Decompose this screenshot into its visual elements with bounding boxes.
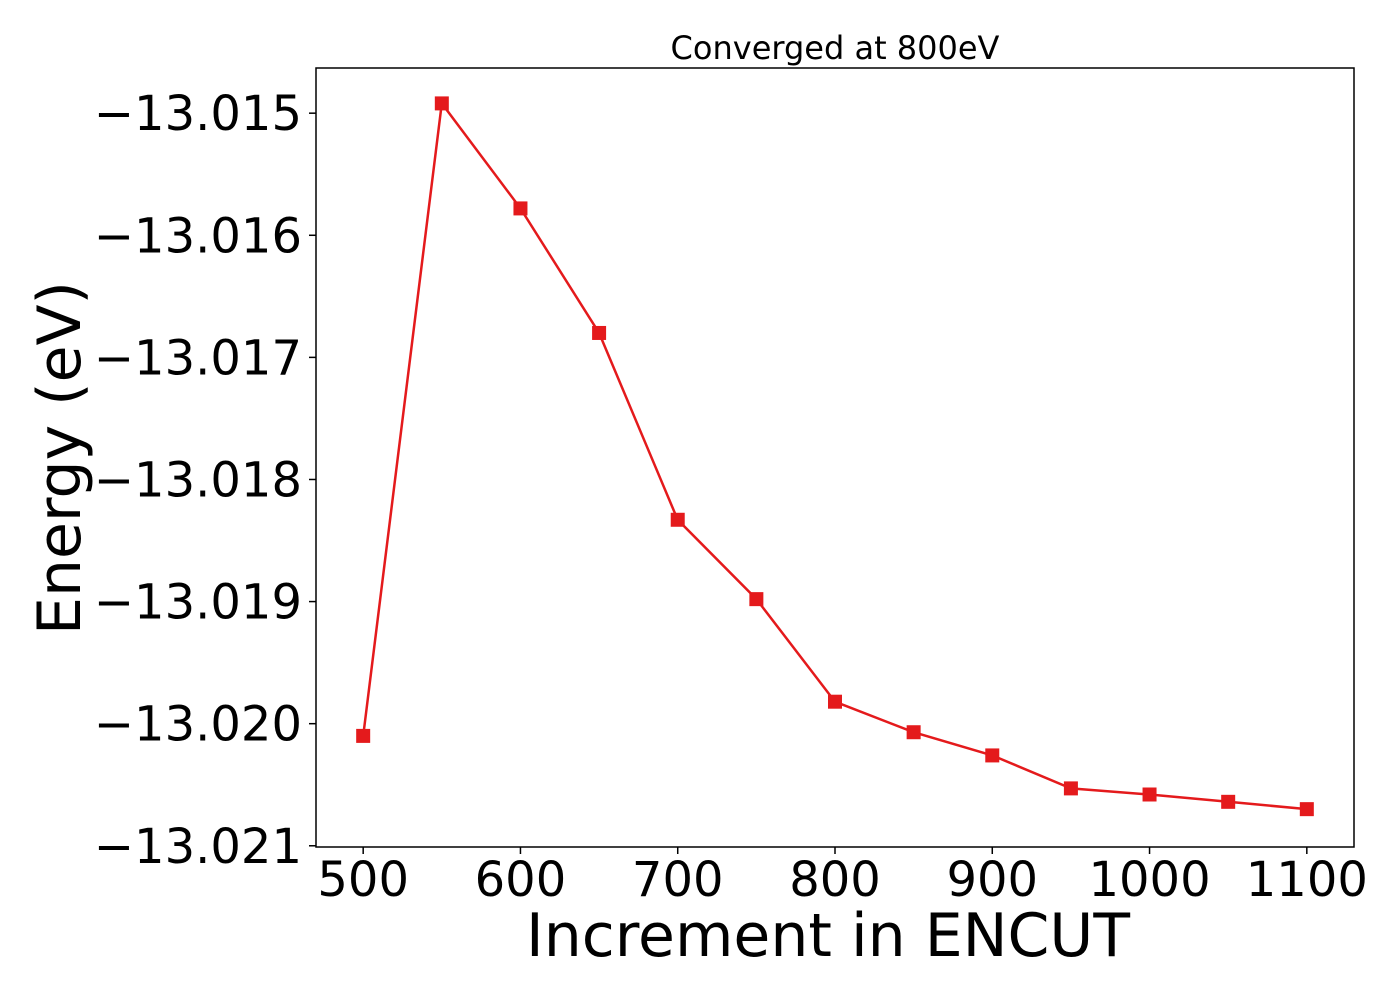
- x-tick-label: 1000: [1088, 852, 1210, 908]
- data-point-marker: [670, 512, 685, 527]
- data-point-marker: [828, 694, 842, 709]
- data-point-marker: [592, 325, 607, 340]
- y-tick-label: −13.021: [94, 819, 302, 875]
- data-point-marker: [1063, 781, 1078, 796]
- y-tick-label: −13.015: [94, 86, 302, 142]
- y-tick-label: −13.016: [94, 208, 302, 264]
- data-point-marker: [985, 748, 1000, 763]
- data-point-marker: [434, 96, 449, 111]
- y-tick-label: −13.017: [94, 330, 302, 386]
- y-tick-label: −13.018: [94, 452, 302, 508]
- x-tick-label: 800: [789, 852, 881, 908]
- x-tick-label: 500: [317, 852, 409, 908]
- y-axis-label: Energy (eV): [25, 281, 95, 635]
- y-tick-label: −13.019: [94, 575, 302, 631]
- plot-frame: [315, 67, 1355, 848]
- data-point-marker: [1299, 802, 1314, 817]
- x-tick-label: 600: [475, 852, 567, 908]
- y-axis-ticks: −13.015 −13.016 −13.017 −13.018 −13.019 −13.0…: [94, 86, 316, 875]
- data-point-marker: [749, 592, 764, 607]
- x-axis-label: Increment in ENCUT: [526, 901, 1130, 971]
- x-tick-label: 700: [632, 852, 724, 908]
- x-tick-label: 1100: [1246, 852, 1368, 908]
- x-axis-ticks: 500 600 700 800 900 1000 1100: [317, 847, 1368, 908]
- data-point-marker: [356, 728, 371, 743]
- chart-title: Converged at 800eV: [671, 29, 1000, 67]
- data-point-marker: [906, 725, 921, 740]
- series-markers: [356, 96, 1314, 817]
- y-tick-label: −13.020: [94, 697, 302, 753]
- data-point-marker: [1142, 787, 1157, 802]
- x-tick-label: 900: [946, 852, 1038, 908]
- data-point-marker: [513, 201, 528, 216]
- data-point-marker: [1221, 794, 1236, 809]
